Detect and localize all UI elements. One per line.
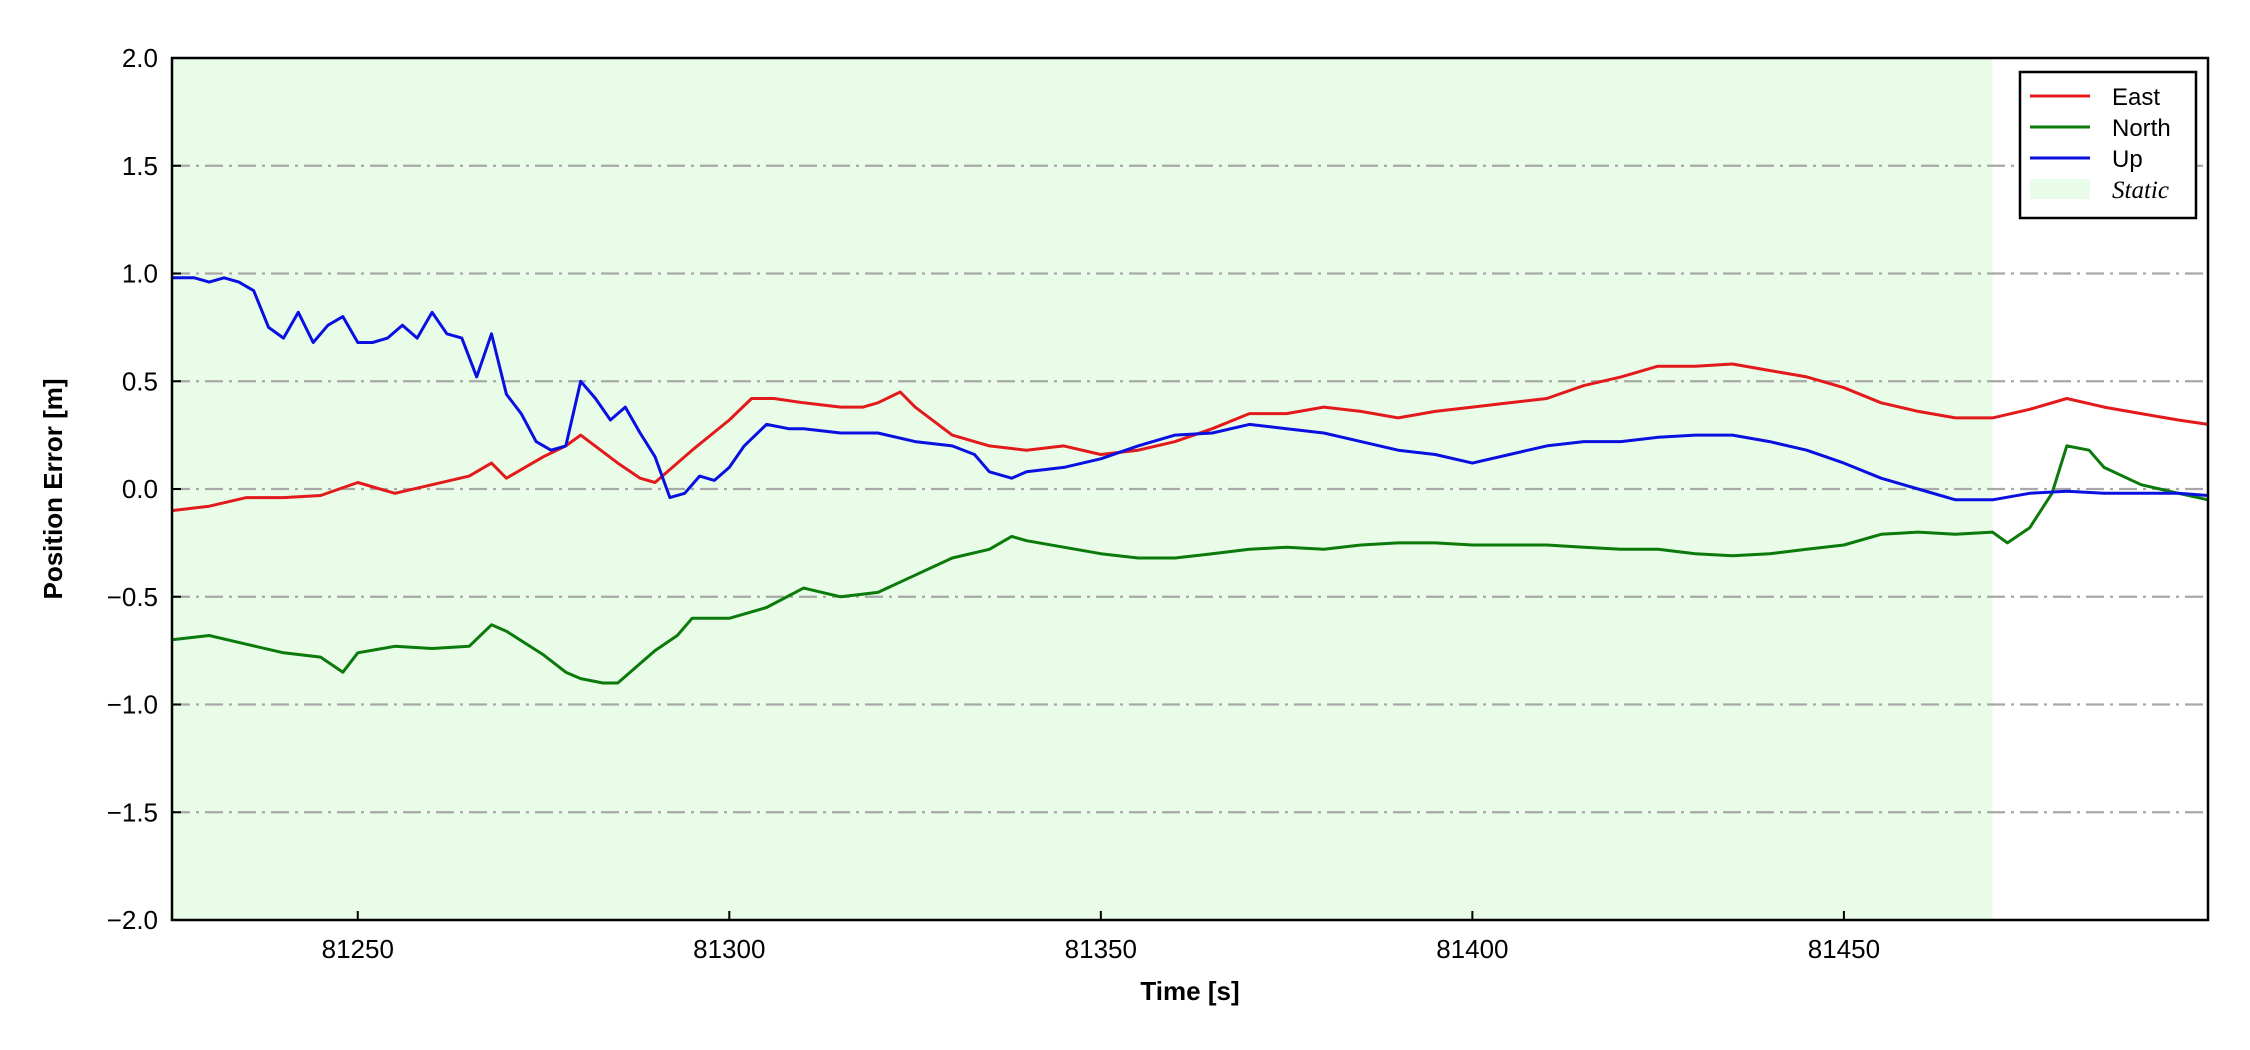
tick-labels: 81250 81300 81350 81400 81450 −2.0 −1.5 −1.0 −0.…	[107, 43, 1880, 964]
tick-marks	[172, 57, 1845, 921]
x-tick-label: 81350	[1065, 934, 1137, 964]
legend-label-static: Static	[2112, 177, 2169, 204]
y-tick-label: −1.0	[107, 690, 158, 720]
y-tick-label: 2.0	[122, 43, 158, 73]
series-line-up	[172, 276, 2209, 502]
legend-label-north: North	[2112, 115, 2171, 142]
grid-lines	[172, 164, 2208, 814]
y-tick-label: 0.5	[122, 366, 158, 396]
y-tick-label: 1.0	[122, 259, 158, 289]
x-tick-label: 81450	[1808, 934, 1880, 964]
y-axis-title: Position Error [m]	[38, 378, 68, 599]
x-tick-label: 81400	[1436, 934, 1508, 964]
series-line-north	[171, 444, 2209, 685]
legend-swatch-static	[2030, 179, 2090, 199]
series-line-east	[171, 362, 2209, 513]
y-tick-label: −2.0	[107, 905, 158, 935]
series-layer	[171, 276, 2209, 685]
x-tick-label: 81300	[693, 934, 765, 964]
legend: East North Up Static	[2018, 70, 2198, 220]
x-axis-title: Time [s]	[1140, 976, 1239, 1006]
legend-label-up: Up	[2112, 146, 2143, 173]
y-tick-label: −1.5	[107, 797, 158, 827]
x-tick-label: 81250	[322, 934, 394, 964]
y-tick-label: 1.5	[122, 151, 158, 181]
y-tick-label: 0.0	[122, 474, 158, 504]
y-tick-label: −0.5	[107, 582, 158, 612]
legend-label-east: East	[2112, 84, 2160, 111]
